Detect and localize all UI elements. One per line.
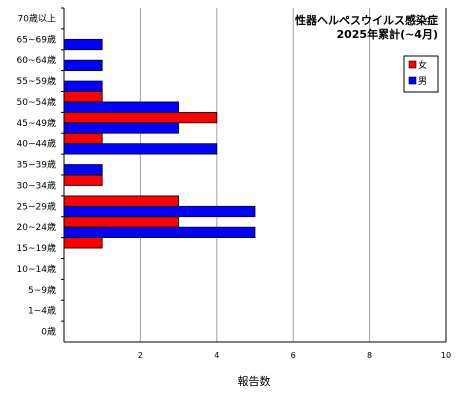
legend: 女 男 (403, 55, 439, 93)
category-label: 25~29歳 (17, 200, 56, 212)
legend-swatch-male (408, 76, 417, 85)
bar-female (63, 237, 103, 249)
chart-title: 性器ヘルペスウイルス感染症 2025年累計(~4月) (295, 13, 438, 41)
x-tick-label: 10 (441, 351, 451, 360)
x-axis-label: 報告数 (238, 375, 271, 388)
grid-lines (139, 8, 371, 342)
category-label: 15~19歳 (17, 242, 56, 254)
bar-female (63, 216, 179, 228)
bar-male (63, 205, 256, 218)
bar-female (63, 132, 103, 145)
category-label: 60~64歳 (17, 54, 56, 66)
bar-male (63, 164, 103, 176)
x-tick-label: 2 (138, 351, 143, 360)
bar-male (63, 143, 218, 155)
category-label: 20~24歳 (17, 221, 56, 233)
chart-title-line-2: 2025年累計(~4月) (336, 27, 438, 41)
category-label: 70歳以上 (18, 12, 56, 24)
bars (63, 38, 256, 249)
axes (61, 7, 447, 343)
category-label: 55~59歳 (17, 75, 56, 87)
bar-male (63, 59, 103, 71)
bar-male (63, 80, 103, 92)
x-tick-label: 4 (214, 351, 219, 360)
category-label: 50~54歳 (17, 96, 56, 108)
bar-male (63, 101, 179, 113)
category-label: 45~49歳 (17, 117, 56, 129)
x-tick-label: 8 (367, 351, 372, 360)
tick-labels: 2 4 6 8 10 (138, 351, 451, 360)
legend-label-female: 女 (418, 59, 427, 71)
bar-male (63, 38, 103, 51)
category-label: 0歳 (41, 326, 56, 338)
chart-title-line-1: 性器ヘルペスウイルス感染症 (295, 13, 438, 27)
bar-female (63, 195, 179, 207)
category-label: 10~14歳 (17, 263, 56, 275)
category-label: 65~69歳 (17, 33, 56, 45)
bar-male (63, 226, 256, 238)
legend-swatch-female (408, 60, 417, 69)
category-label: 40~44歳 (17, 138, 56, 150)
x-tick-label: 6 (291, 351, 296, 360)
category-labels: 70歳以上 65~69歳 60~64歳 55~59歳 50~54歳 45~49歳 40~44… (17, 12, 56, 337)
bar-female (63, 112, 218, 124)
bar-female (63, 174, 103, 186)
category-label: 5~9歳 (28, 284, 56, 296)
bar-female (63, 91, 103, 103)
bar-male (63, 122, 179, 134)
category-label: 35~39歳 (17, 159, 56, 171)
legend-label-male: 男 (418, 76, 427, 87)
category-label: 30~34歳 (17, 179, 56, 191)
category-label: 1~4歳 (28, 305, 56, 317)
